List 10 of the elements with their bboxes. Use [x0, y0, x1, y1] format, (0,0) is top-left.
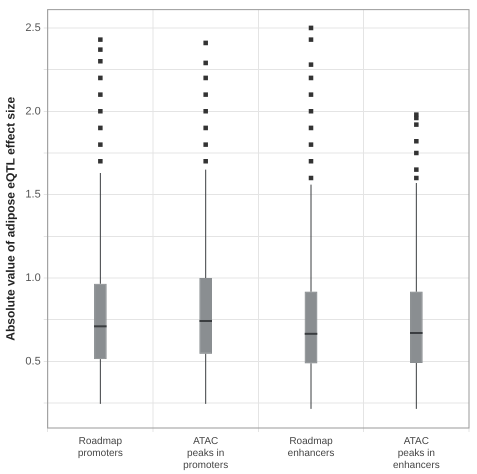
- x-tick-label: ATAC peaks in promoters: [183, 436, 228, 471]
- y-axis-title: Absolute value of adipose eQTL effect size: [4, 96, 18, 341]
- x-tick-label: Roadmap promoters: [78, 436, 123, 459]
- y-tick-label: 1.5: [25, 188, 41, 201]
- y-tick-label: 1.0: [25, 272, 41, 284]
- y-tick-label: 2.0: [25, 105, 41, 118]
- y-tick-label: 2.5: [25, 22, 41, 34]
- y-tick-label: 0.5: [25, 355, 41, 368]
- x-tick-label: ATAC peaks in enhancers: [392, 436, 440, 471]
- x-tick-label: Roadmap enhancers: [288, 436, 334, 459]
